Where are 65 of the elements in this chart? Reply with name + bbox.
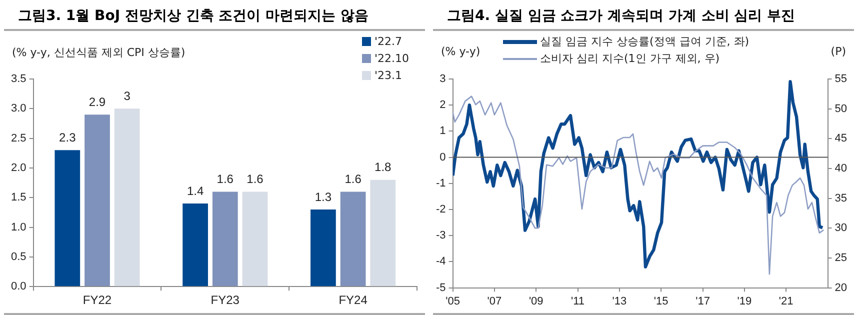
x-tick-label: '11	[571, 295, 585, 308]
y-axis-title: (% y-y, 신선식품 제외 CPI 상승률)	[12, 45, 186, 60]
y-tick-label: 1.0	[10, 221, 26, 234]
data-label: 1.6	[216, 172, 234, 186]
x-tick-label: '09	[528, 295, 544, 308]
y2-axis-title: (P)	[830, 45, 846, 58]
x-tick-label: FY24	[338, 293, 368, 308]
data-label: 1.8	[374, 160, 392, 174]
data-label: 3	[124, 88, 131, 103]
y2-tick-label: 20	[834, 282, 848, 294]
y-tick-label: -2	[436, 204, 446, 216]
bar	[340, 192, 366, 286]
y2-tick-label: 50	[834, 102, 848, 115]
y2-tick-label: 25	[834, 252, 848, 264]
x-tick-label: '07	[487, 295, 502, 308]
legend-label: 실질 임금 지수 상승률(정액 급여 기준, 좌)	[540, 34, 750, 49]
x-tick-label: FY22	[82, 293, 112, 308]
y-tick-label: 0.5	[10, 250, 26, 263]
bar	[114, 108, 140, 286]
x-tick-label: '05	[446, 295, 460, 308]
y-tick-label: 1.5	[10, 192, 26, 204]
data-label: 1.6	[246, 172, 264, 186]
y-tick-label: 2.0	[10, 162, 26, 174]
data-label: 1.4	[186, 184, 204, 198]
x-tick-label: '15	[654, 295, 668, 308]
y-tick-label: 3.0	[10, 102, 26, 115]
bar	[310, 209, 336, 286]
chart-title: 그림4. 실질 임금 쇼크가 계속되며 가계 소비 심리 부진	[433, 4, 854, 31]
y-tick-label: 1	[440, 125, 446, 138]
y-tick-label: 0	[440, 151, 446, 164]
y-tick-label: 3.5	[10, 73, 26, 86]
bar	[182, 204, 208, 286]
y2-tick-label: 35	[834, 192, 848, 204]
legend-label: 소비자 심리 지수(1인 가구 제외, 우)	[540, 51, 720, 66]
y2-tick-label: 45	[834, 132, 848, 145]
y-tick-label: 2.5	[10, 132, 26, 144]
data-label: 2.9	[88, 94, 106, 109]
data-label: 1.6	[344, 172, 362, 186]
y-tick-label: 2	[440, 99, 446, 112]
legend-label: '22.7	[374, 35, 402, 48]
bar	[212, 192, 238, 286]
x-tick-label: '13	[612, 295, 627, 308]
y-tick-label: 3	[440, 73, 446, 86]
y-tick-label: 0.0	[10, 280, 26, 293]
x-tick-label: '21	[778, 295, 794, 308]
data-label: 2.3	[59, 130, 76, 144]
bar	[54, 150, 80, 286]
y-tick-label: -1	[436, 177, 446, 190]
bar	[242, 192, 268, 286]
legend-label: '23.1	[374, 69, 402, 82]
chart-title: 그림3. 1월 BoJ 전망치상 긴축 조건이 마련되지는 않음	[4, 4, 425, 31]
y-axis-title: (% y-y)	[441, 45, 480, 58]
x-tick-label: '17	[696, 295, 710, 308]
data-label: 1.3	[314, 190, 332, 204]
x-tick-label: FY23	[210, 293, 240, 308]
y2-tick-label: 55	[834, 73, 848, 86]
bar	[84, 114, 110, 286]
bar	[370, 180, 396, 286]
y2-tick-label: 30	[834, 222, 848, 234]
legend-label: '22.10	[374, 52, 409, 65]
x-tick-label: '19	[737, 295, 752, 308]
y-tick-label: -5	[436, 282, 446, 294]
y2-tick-label: 40	[834, 162, 848, 175]
y-tick-label: -3	[436, 230, 446, 242]
y-tick-label: -4	[436, 256, 446, 268]
